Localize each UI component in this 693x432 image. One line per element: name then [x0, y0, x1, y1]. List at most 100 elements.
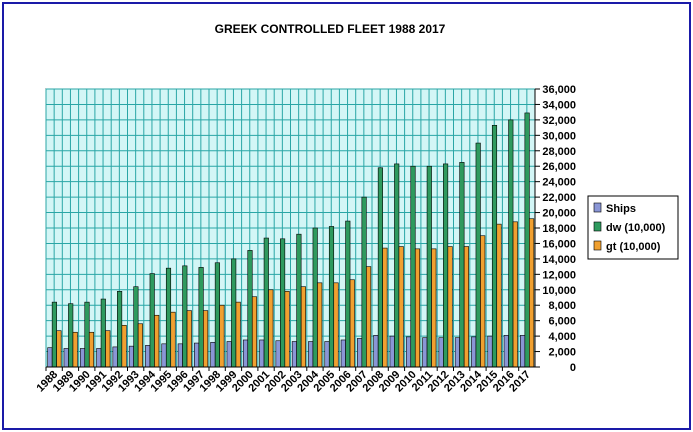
legend-swatch-3 — [593, 240, 602, 251]
bar-dw-1993 — [133, 286, 139, 368]
y-tick-label: 10,000 — [542, 285, 576, 297]
chart-title: GREEK CONTROLLED FLEET 1988 2017 — [215, 22, 446, 36]
bar-gt-2016 — [512, 221, 518, 368]
bar-dw-2016 — [508, 119, 514, 368]
bar-dw-2004 — [312, 227, 318, 368]
bar-ships-2003 — [291, 341, 297, 368]
bar-dw-2008 — [377, 167, 383, 368]
bar-ships-2011 — [422, 337, 428, 368]
bar-dw-2013 — [459, 162, 465, 368]
bar-dw-2000 — [247, 250, 253, 368]
bar-gt-2011 — [431, 248, 437, 368]
bar-dw-1990 — [84, 301, 90, 368]
bar-ships-1994 — [145, 345, 151, 368]
bar-gt-2012 — [447, 246, 453, 368]
bar-ships-2014 — [471, 336, 477, 368]
bar-dw-2002 — [280, 238, 286, 368]
y-tick-label: 26,000 — [542, 161, 576, 173]
bar-dw-2017 — [524, 112, 530, 368]
bar-dw-2012 — [443, 163, 449, 368]
bar-dw-2005 — [328, 226, 335, 368]
bar-gt-2005 — [333, 282, 339, 368]
legend-label-3: gt (10,000) — [606, 241, 661, 253]
bar-gt-1993 — [137, 323, 143, 368]
bar-ships-1995 — [161, 343, 167, 368]
bar-gt-2003 — [300, 286, 306, 368]
y-tick-label: 16,000 — [542, 238, 576, 250]
y-tick-label: 2,000 — [548, 347, 576, 359]
bar-dw-2007 — [361, 196, 367, 368]
bar-ships-2008 — [373, 335, 379, 368]
y-tick-label: 0 — [570, 362, 576, 374]
y-axis: 0 2,000 4,000 6,000 8,000 10,000 12,000 14,000 1… — [534, 84, 576, 374]
y-tick-label: 22,000 — [542, 192, 576, 204]
bar-ships-2016 — [503, 335, 509, 368]
bar-ships-2000 — [242, 339, 249, 368]
legend-box — [587, 195, 679, 260]
y-tick-label: 28,000 — [542, 146, 576, 158]
bar-gt-1999 — [235, 301, 241, 368]
bar-dw-1995 — [165, 267, 172, 368]
bar-ships-2004 — [308, 341, 314, 368]
bar-gt-1989 — [72, 331, 78, 368]
bar-dw-2001 — [263, 237, 269, 368]
bar-gt-2013 — [463, 246, 469, 368]
bar-dw-1988 — [51, 301, 57, 368]
bar-ships-1998 — [210, 341, 216, 368]
bar-gt-1994 — [154, 314, 160, 368]
bar-dw-1997 — [198, 267, 204, 368]
bar-dw-1991 — [100, 298, 106, 368]
bar-gt-1991 — [105, 330, 111, 368]
bar-dw-1989 — [68, 303, 74, 368]
bar-ships-1997 — [194, 342, 200, 368]
y-tick-label: 6,000 — [548, 316, 576, 328]
bar-gt-2009 — [398, 246, 404, 368]
y-tick-label: 18,000 — [542, 223, 576, 235]
y-tick-label: 32,000 — [542, 115, 576, 127]
bar-gt-1988 — [56, 330, 62, 368]
bar-gt-2000 — [251, 296, 258, 368]
y-tick-label: 14,000 — [542, 254, 576, 266]
bar-gt-1998 — [219, 304, 225, 368]
bar-dw-1999 — [231, 258, 237, 368]
bar-gt-1996 — [186, 310, 192, 368]
bar-gt-2001 — [268, 289, 274, 368]
y-tick-label: 30,000 — [542, 130, 576, 142]
y-tick-label: 34,000 — [542, 99, 576, 111]
bar-gt-1997 — [203, 310, 209, 368]
bar-gt-2004 — [317, 282, 323, 368]
bar-dw-2009 — [394, 163, 400, 368]
y-tick-label: 12,000 — [542, 269, 576, 281]
x-axis: 1988198919901991199219931994199519961997… — [34, 366, 535, 394]
bar-gt-1992 — [121, 324, 127, 368]
bar-ships-2013 — [454, 337, 460, 368]
bar-ships-2017 — [520, 335, 526, 368]
bar-gt-1995 — [170, 311, 176, 368]
bar-ships-2001 — [259, 339, 265, 368]
bar-dw-1998 — [214, 262, 220, 368]
bar-gt-1990 — [88, 331, 95, 368]
bar-gt-2007 — [366, 266, 372, 368]
bar-ships-2012 — [438, 337, 444, 368]
bar-ships-1996 — [177, 343, 183, 368]
bar-dw-2010 — [410, 165, 416, 368]
bar-ships-2015 — [487, 335, 493, 368]
legend-swatch-2 — [593, 221, 602, 232]
legend-swatch-1 — [593, 202, 602, 213]
bar-gt-2015 — [496, 223, 502, 368]
bar-ships-2005 — [324, 341, 330, 368]
bar-gt-2010 — [414, 248, 421, 368]
y-tick-label: 20,000 — [542, 208, 576, 220]
y-tick-label: 4,000 — [548, 331, 576, 343]
bar-gt-2014 — [480, 235, 486, 368]
legend-label-1: Ships — [606, 203, 636, 215]
bar-dw-1994 — [149, 273, 155, 368]
bar-dw-2006 — [345, 220, 351, 368]
bar-gt-2008 — [382, 247, 388, 368]
bar-ships-2002 — [275, 340, 281, 368]
bar-ships-1990 — [79, 348, 86, 368]
bar-ships-1989 — [63, 348, 69, 368]
bar-ships-1992 — [112, 346, 118, 368]
bar-ships-1988 — [47, 347, 53, 368]
